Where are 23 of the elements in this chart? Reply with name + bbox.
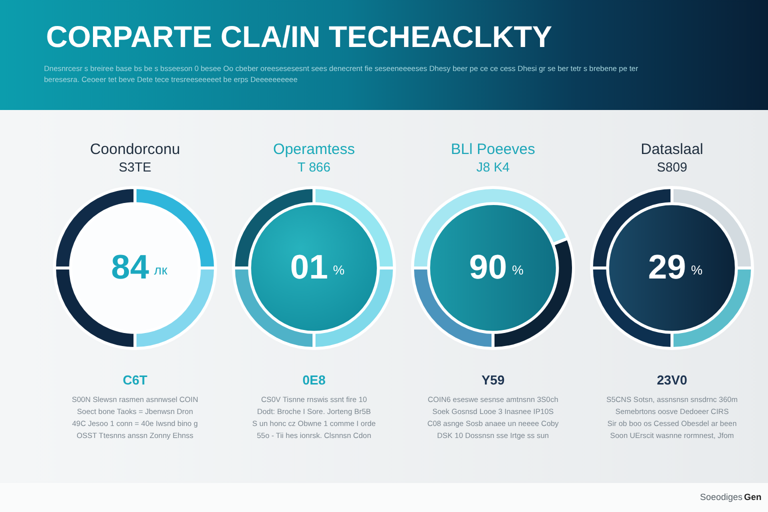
text: %: [691, 262, 703, 278]
text: %: [333, 262, 345, 278]
chart-title: Coondorconu: [90, 141, 180, 158]
text: 01: [290, 248, 328, 286]
chart-title: BLl Poeeves: [450, 141, 536, 158]
text: 23V0: [656, 372, 688, 388]
text: 90: [469, 248, 507, 286]
chart-subtitle: T 866: [297, 160, 331, 175]
chart-subtitle: J8 K4: [476, 160, 510, 175]
text: 84: [111, 248, 150, 286]
text: Y59: [481, 372, 505, 388]
chart-title: Dataslaal: [640, 141, 704, 158]
chart-title: Operamtess: [273, 141, 355, 158]
text: C6T: [122, 372, 148, 388]
text: 29: [648, 248, 686, 286]
text: %: [512, 262, 524, 278]
chart-subtitle: S809: [656, 160, 688, 175]
chart-subtitle: S3TE: [118, 160, 152, 175]
text: 0E8: [302, 372, 326, 388]
text: CORPARTE CLA/IN TECHEACLKTY: [46, 21, 552, 55]
text: Gen: [744, 492, 762, 502]
text: Soeodiges: [700, 492, 743, 502]
text: лк: [154, 262, 168, 278]
